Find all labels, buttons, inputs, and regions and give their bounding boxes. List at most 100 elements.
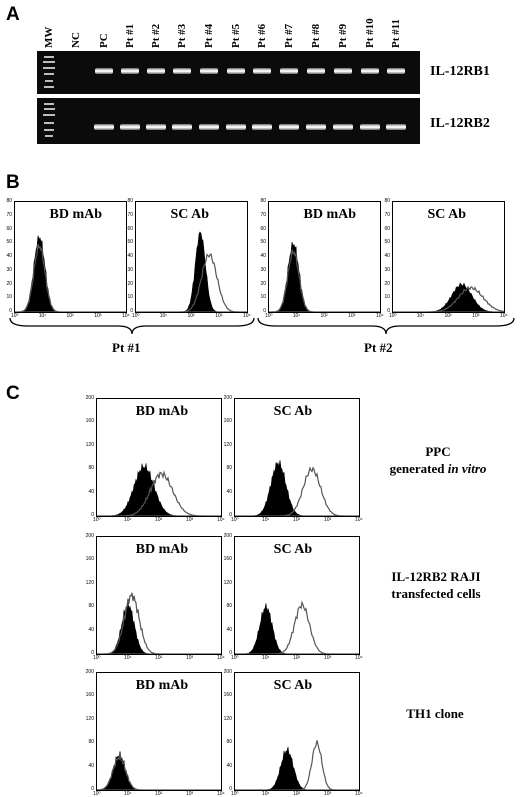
plot-title-b4: SC Ab [427, 207, 467, 222]
plot-title-c1-1: BD mAb [135, 404, 189, 419]
stained-histogram [393, 285, 504, 312]
band-il12rb2 [199, 124, 219, 130]
y-tick-label: 10 [260, 294, 266, 301]
x-tick-label: 10² [155, 791, 163, 797]
lane-label-5: Pt #2 [150, 23, 162, 48]
y-tick-label: 30 [384, 266, 390, 273]
ladder-marker [44, 56, 54, 58]
band-il12rb2 [226, 124, 246, 130]
x-tick-label: 10³ [186, 655, 194, 661]
y-tick-label: 40 [260, 253, 266, 259]
ladder-marker [43, 108, 55, 110]
patient-label-2: Pt #2 [364, 340, 393, 355]
stained-histogram [235, 466, 359, 516]
x-tick-label: 10⁰ [231, 517, 239, 523]
x-tick-label: 10¹ [38, 313, 46, 319]
y-tick-label: 120 [223, 441, 232, 448]
y-tick-label: 160 [223, 556, 232, 563]
x-tick-label: 10⁴ [355, 791, 363, 797]
y-tick-label: 200 [85, 669, 94, 675]
x-tick-label: 10¹ [262, 517, 270, 523]
histogram-svg [393, 282, 504, 312]
y-tick-label: 200 [85, 533, 94, 539]
ladder-marker [43, 114, 55, 116]
x-tick-label: 10² [444, 313, 452, 319]
band-il12rb2 [306, 124, 326, 130]
x-tick-label: 10⁰ [132, 313, 140, 319]
histogram-svg [235, 460, 359, 516]
y-tick-label: 120 [85, 441, 94, 448]
y-tick-label: 20 [384, 280, 390, 287]
ladder-marker [44, 73, 54, 75]
y-tick-label: 80 [88, 465, 94, 472]
band-il12rb1 [173, 68, 191, 74]
y-tick-label: 200 [223, 669, 232, 675]
y-tick-label: 200 [223, 533, 232, 539]
y-tick-label: 40 [226, 762, 232, 769]
y-tick-label: 30 [127, 266, 133, 273]
gene-label-il12rb1: IL-12RB1 [430, 64, 490, 79]
lane-label-12: Pt #9 [337, 23, 349, 48]
ladder-marker [45, 135, 53, 137]
lane-label-6: Pt #3 [176, 23, 188, 48]
y-tick-label: 80 [88, 739, 94, 746]
ladder-marker [43, 67, 55, 69]
x-tick-label: 10⁴ [122, 313, 130, 319]
isotype-histogram [235, 603, 359, 654]
x-tick-label: 10¹ [124, 791, 132, 797]
histogram-svg [136, 231, 247, 312]
y-tick-label: 80 [226, 739, 232, 746]
panel-a-letter: A [6, 4, 20, 25]
histogram-plot [14, 201, 127, 313]
x-tick-label: 10³ [324, 517, 332, 523]
band-il12rb2 [333, 124, 353, 130]
band-il12rb2 [252, 124, 272, 130]
y-tick-label: 70 [384, 211, 390, 218]
condition-1-line2: generated [389, 461, 448, 476]
panel-b-letter: B [6, 172, 20, 193]
histogram-svg [269, 241, 380, 312]
x-tick-label: 10¹ [262, 655, 270, 661]
x-tick-label: 10² [293, 791, 301, 797]
x-tick-label: 10⁴ [217, 655, 225, 661]
condition-label-2: IL-12RB2 RAJI transfected cells [356, 568, 516, 602]
y-tick-label: 200 [223, 395, 232, 401]
ladder-marker [44, 122, 54, 124]
x-tick-label: 10⁴ [355, 655, 363, 661]
gene-label-il12rb2: IL-12RB2 [430, 116, 490, 131]
band-il12rb1 [227, 68, 245, 74]
histogram-svg [97, 592, 221, 654]
condition-3-line1: TH1 clone [406, 706, 464, 721]
y-tick-label: 160 [223, 692, 232, 699]
ladder-marker [44, 129, 54, 131]
x-tick-label: 10³ [94, 313, 102, 319]
y-tick-label: 0 [263, 308, 266, 314]
histogram-svg [15, 235, 126, 312]
isotype-histogram [393, 282, 504, 312]
histogram-plot [234, 672, 360, 791]
ladder-marker [45, 80, 53, 82]
x-tick-label: 10⁰ [11, 313, 19, 319]
y-tick-label: 0 [387, 308, 390, 314]
y-tick-label: 0 [91, 786, 94, 792]
brace-pt1 [9, 317, 255, 335]
plot-title-c3-1: BD mAb [135, 678, 189, 693]
lane-label-13: Pt #10 [364, 18, 376, 48]
band-il12rb1 [95, 68, 113, 74]
x-tick-label: 10¹ [262, 791, 270, 797]
y-tick-label: 80 [88, 603, 94, 610]
x-tick-label: 10⁰ [389, 313, 397, 319]
y-tick-label: 0 [229, 786, 232, 792]
x-tick-label: 10¹ [124, 517, 132, 523]
histogram-plot [135, 201, 248, 313]
y-tick-label: 0 [91, 512, 94, 518]
y-tick-label: 200 [85, 395, 94, 401]
stained-histogram [235, 600, 359, 654]
x-tick-label: 10⁴ [217, 791, 225, 797]
x-tick-label: 10³ [186, 791, 194, 797]
lane-label-3: PC [98, 33, 110, 48]
isotype-histogram [235, 460, 359, 516]
y-tick-label: 50 [6, 239, 12, 246]
x-tick-label: 10³ [348, 313, 356, 319]
y-tick-label: 50 [260, 239, 266, 246]
